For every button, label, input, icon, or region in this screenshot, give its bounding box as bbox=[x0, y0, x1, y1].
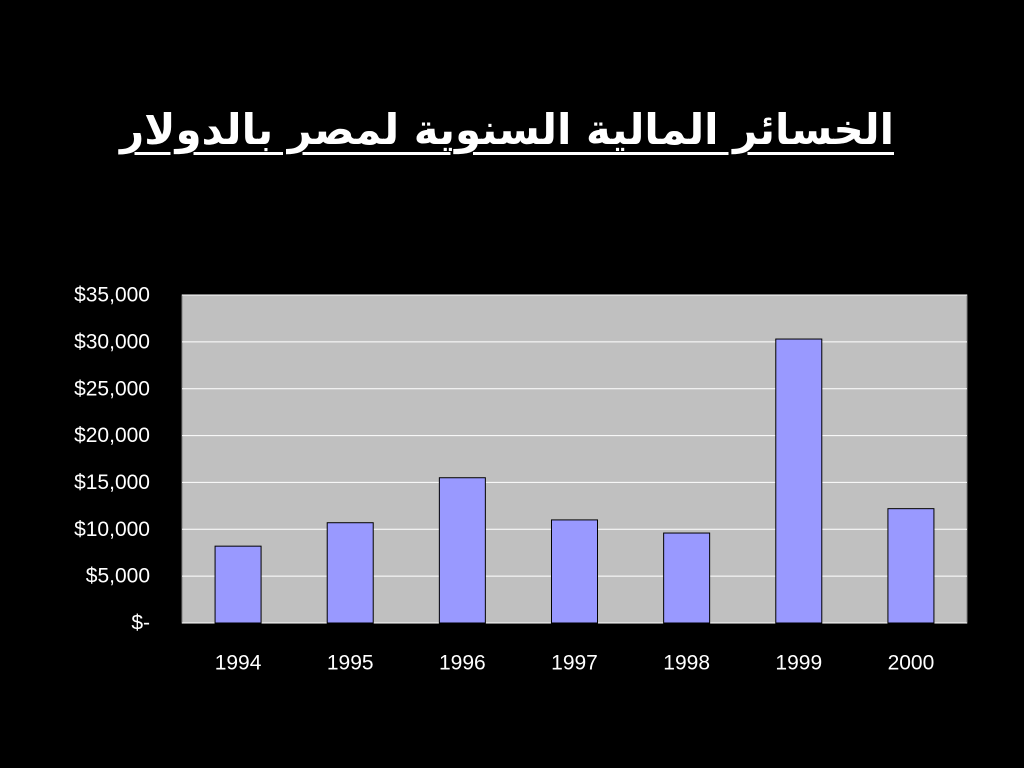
y-tick-label: $25,000 bbox=[74, 377, 150, 400]
bar bbox=[551, 519, 598, 624]
x-tick-label: 1996 bbox=[439, 652, 486, 675]
bar bbox=[775, 338, 823, 624]
chart-title: الخسائر المالية السنوية لمصر بالدولار bbox=[119, 105, 894, 154]
y-tick-label: $35,000 bbox=[74, 284, 150, 307]
x-tick-label: 2000 bbox=[888, 652, 935, 675]
x-tick-label: 1999 bbox=[775, 652, 822, 675]
y-tick-label: $20,000 bbox=[74, 424, 150, 447]
bar bbox=[663, 532, 711, 624]
x-tick-label: 1995 bbox=[327, 652, 374, 675]
y-tick-label: $5,000 bbox=[86, 565, 150, 588]
bar bbox=[214, 545, 262, 624]
x-tick-label: 1997 bbox=[551, 652, 598, 675]
bar bbox=[438, 477, 486, 624]
y-tick-label: $10,000 bbox=[74, 518, 150, 541]
bar bbox=[887, 508, 935, 624]
y-tick-label: $15,000 bbox=[74, 471, 150, 494]
x-tick-label: 1998 bbox=[663, 652, 710, 675]
x-tick-label: 1994 bbox=[215, 652, 262, 675]
y-tick-label: $- bbox=[131, 612, 150, 635]
bar bbox=[326, 522, 374, 624]
y-tick-label: $30,000 bbox=[74, 330, 150, 353]
